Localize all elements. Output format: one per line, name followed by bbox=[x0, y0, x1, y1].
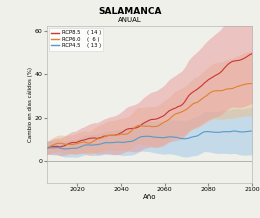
Text: SALAMANCA: SALAMANCA bbox=[98, 7, 162, 15]
X-axis label: Año: Año bbox=[143, 194, 156, 200]
Text: ANUAL: ANUAL bbox=[118, 17, 142, 24]
Y-axis label: Cambio en días cálidos (%): Cambio en días cálidos (%) bbox=[28, 67, 33, 142]
Legend: RCP8.5    ( 14 ), RCP6.0    (  6 ), RCP4.5    ( 13 ): RCP8.5 ( 14 ), RCP6.0 ( 6 ), RCP4.5 ( 13… bbox=[49, 28, 103, 51]
